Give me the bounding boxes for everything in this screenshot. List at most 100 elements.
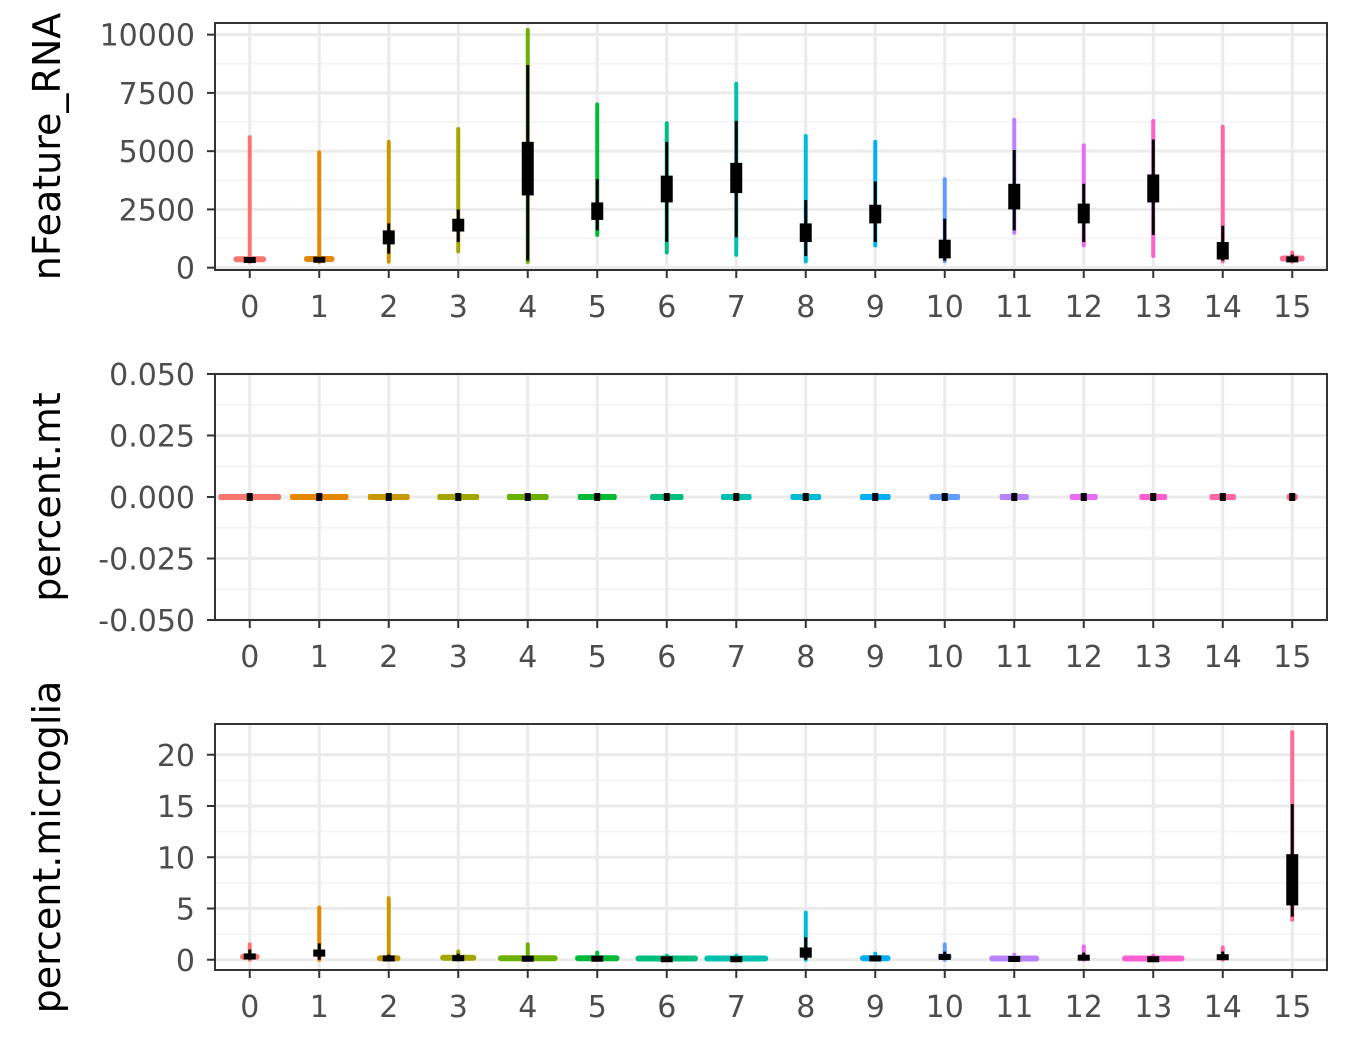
violin-0 (240, 942, 260, 962)
box-iqr (521, 955, 534, 962)
violin-12 (1077, 143, 1090, 248)
box-iqr (799, 947, 812, 958)
x-tick-label: 8 (796, 640, 815, 675)
violin-15 (1286, 493, 1298, 501)
box-iqr (591, 955, 604, 962)
box-iqr (941, 493, 948, 501)
box-iqr (869, 955, 882, 962)
violin-5 (591, 102, 604, 238)
violin-7 (720, 493, 752, 501)
y-tick-label: 15 (157, 790, 195, 825)
x-tick-label: 9 (866, 990, 885, 1025)
violin-3 (440, 949, 477, 962)
violin-2 (367, 493, 410, 501)
violin-10 (929, 493, 961, 501)
box-iqr (316, 493, 323, 501)
violin-8 (799, 910, 812, 962)
box-iqr (243, 953, 256, 960)
x-tick-label: 11 (995, 290, 1033, 325)
violin-6 (635, 953, 699, 963)
x-tick-label: 3 (449, 990, 468, 1025)
x-tick-label: 0 (240, 290, 259, 325)
x-tick-label: 10 (926, 290, 964, 325)
violin-2 (382, 139, 395, 264)
box-iqr (938, 239, 951, 259)
x-tick-label: 1 (310, 640, 329, 675)
violin-4 (506, 493, 549, 501)
panel-border (214, 22, 1328, 271)
x-tick-label: 11 (995, 990, 1033, 1025)
y-tick-label: 7500 (119, 77, 195, 112)
violin-9 (859, 493, 891, 501)
box-iqr (382, 230, 395, 245)
x-tick-label: 1 (310, 290, 329, 325)
box-iqr (1286, 256, 1299, 263)
box-iqr (452, 218, 465, 232)
x-tick-label: 5 (588, 640, 607, 675)
x-tick-label: 14 (1204, 290, 1242, 325)
y-tick-label: -0.025 (98, 543, 195, 578)
y-tick-label: 20 (157, 739, 195, 774)
box-iqr (382, 955, 395, 962)
x-tick-label: 7 (727, 990, 746, 1025)
box-iqr (938, 953, 951, 960)
x-tick-label: 14 (1204, 640, 1242, 675)
x-tick-label: 5 (588, 290, 607, 325)
x-tick-label: 3 (449, 290, 468, 325)
box-iqr (1289, 493, 1296, 501)
x-tick-label: 3 (449, 640, 468, 675)
violin-14 (1216, 945, 1229, 962)
violin-13 (1139, 493, 1168, 501)
violin-4 (521, 27, 534, 264)
box-iqr (594, 493, 601, 501)
violin-7 (730, 81, 743, 257)
violin-1 (313, 905, 326, 962)
box-iqr (799, 223, 812, 243)
box-iqr (730, 956, 743, 963)
violin-0 (218, 493, 282, 501)
violin-3 (437, 493, 480, 501)
box-iqr (524, 493, 531, 501)
violin-11 (1008, 117, 1021, 235)
violin-6 (650, 493, 684, 501)
x-tick-label: 12 (1065, 290, 1103, 325)
x-tick-label: 14 (1204, 990, 1242, 1025)
box-iqr (733, 493, 740, 501)
box-iqr (313, 949, 326, 957)
x-tick-label: 5 (588, 990, 607, 1025)
x-tick-label: 0 (240, 640, 259, 675)
x-tick-label: 2 (379, 990, 398, 1025)
box-iqr (663, 493, 670, 501)
box-iqr (1219, 493, 1226, 501)
panel-border (214, 723, 1328, 971)
box-iqr (452, 955, 465, 962)
y-tick-label: 0.000 (109, 481, 195, 516)
x-tick-label: 9 (866, 640, 885, 675)
x-tick-label: 15 (1273, 640, 1311, 675)
x-tick-label: 15 (1273, 990, 1311, 1025)
x-tick-label: 2 (379, 290, 398, 325)
violin-14 (1216, 124, 1229, 264)
violin-5 (575, 950, 620, 962)
box-iqr (1216, 954, 1229, 961)
x-tick-label: 9 (866, 290, 885, 325)
x-tick-label: 12 (1065, 990, 1103, 1025)
x-tick-label: 11 (995, 640, 1033, 675)
x-tick-label: 4 (518, 990, 537, 1025)
y-tick-label: 0 (176, 252, 195, 287)
y-tick-label: 10000 (100, 19, 195, 54)
violin-5 (577, 493, 617, 501)
box-iqr (1008, 183, 1021, 210)
x-tick-label: 10 (926, 640, 964, 675)
violin-12 (1069, 493, 1098, 501)
y-axis-title: percent.mt (25, 392, 69, 602)
x-tick-label: 6 (657, 290, 676, 325)
violin-15 (1279, 250, 1305, 264)
box-iqr (1011, 493, 1018, 501)
box-iqr (869, 204, 882, 224)
box-iqr (872, 493, 879, 501)
box-iqr (455, 493, 462, 501)
